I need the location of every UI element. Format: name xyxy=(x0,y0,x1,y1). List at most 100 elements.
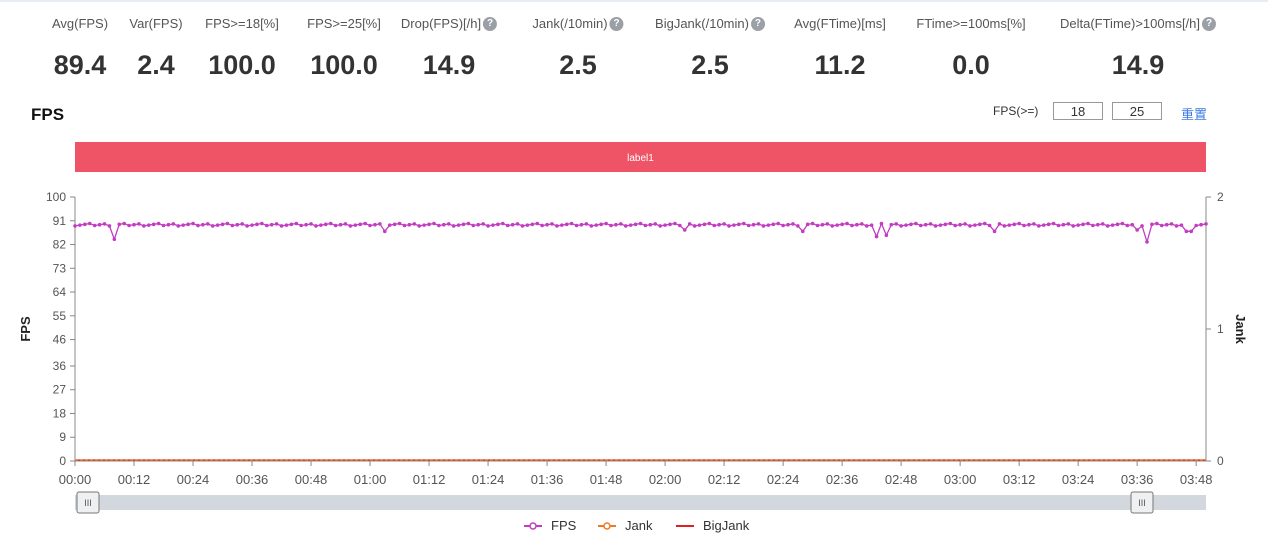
fps-point xyxy=(761,224,766,228)
metric-label-text: Var(FPS) xyxy=(129,16,183,31)
fps-point xyxy=(205,222,210,226)
fps-point xyxy=(279,224,284,228)
fps-point xyxy=(845,221,849,226)
fps-point xyxy=(328,221,333,226)
y-axis-label-right: Jank xyxy=(1233,314,1248,344)
reset-button[interactable]: 重置 xyxy=(1181,107,1208,122)
fps-point xyxy=(982,221,987,226)
fps-point xyxy=(1184,229,1189,234)
fps-point xyxy=(909,222,913,227)
fps-point xyxy=(1017,221,1021,226)
fps-point xyxy=(1145,240,1149,244)
fps-point xyxy=(107,224,112,228)
zoom-slider-handle-right-grip: III xyxy=(1138,498,1146,508)
y-axis-label-left: FPS xyxy=(18,316,33,342)
x-tick-label: 03:12 xyxy=(1003,472,1036,487)
y-tick-label-left: 36 xyxy=(53,359,67,373)
zoom-slider-handle-left[interactable] xyxy=(76,491,100,514)
metric-label: Avg(FPS) xyxy=(52,16,108,31)
fps-point xyxy=(1135,228,1139,232)
fps-point xyxy=(564,222,569,227)
fps-point xyxy=(722,222,726,226)
fps-point xyxy=(663,223,667,227)
help-icon[interactable]: ? xyxy=(750,16,765,31)
fps-point xyxy=(589,224,594,228)
fps-point xyxy=(658,224,662,228)
metric-label: Drop(FPS)[/h]? xyxy=(401,16,498,31)
fps-point xyxy=(707,221,712,226)
fps-point xyxy=(363,221,367,226)
help-icon[interactable]: ? xyxy=(609,16,624,31)
y-tick-label-right: 0 xyxy=(1217,454,1224,468)
fps-point xyxy=(953,223,958,228)
fps-point xyxy=(348,224,353,228)
fps-point xyxy=(555,224,559,228)
fps-point xyxy=(1105,224,1110,228)
fps-point xyxy=(299,223,304,228)
fps-point xyxy=(1110,223,1115,227)
fps-point xyxy=(220,222,225,227)
metric-value: 11.2 xyxy=(814,50,866,80)
fps-point xyxy=(1189,229,1194,234)
fps-point xyxy=(402,223,407,228)
fps-point xyxy=(835,223,839,227)
fps-point xyxy=(928,222,933,226)
fps-point xyxy=(1012,222,1017,227)
metric-value: 89.4 xyxy=(53,50,107,80)
fps-point xyxy=(397,221,402,226)
metric-value: 2.5 xyxy=(559,50,597,80)
fps-point xyxy=(343,222,348,226)
fps-point xyxy=(378,222,382,226)
label-band-text: label1 xyxy=(627,153,654,164)
fps-point xyxy=(918,223,923,228)
fps-point xyxy=(1056,223,1061,228)
y-tick-label-left: 73 xyxy=(53,261,67,275)
fps-point xyxy=(525,223,530,227)
fps-point xyxy=(978,222,982,227)
fps-point xyxy=(358,222,363,227)
fps-point xyxy=(737,222,741,227)
fps-point xyxy=(923,222,928,227)
fps-point xyxy=(412,222,417,226)
fps-point xyxy=(579,222,584,227)
fps-point xyxy=(466,221,471,226)
fps-threshold-low-input[interactable] xyxy=(1053,102,1103,120)
zoom-slider-handle-right[interactable] xyxy=(1130,491,1154,514)
help-icon[interactable]: ? xyxy=(483,16,498,31)
fps-point xyxy=(432,221,436,226)
fps-point xyxy=(240,222,244,226)
fps-point xyxy=(284,223,289,227)
fps-point xyxy=(609,223,613,228)
fps-point xyxy=(496,222,500,227)
fps-point xyxy=(756,222,761,226)
fps-point xyxy=(673,221,677,226)
metric-label: FPS>=25[%] xyxy=(307,16,381,31)
fps-point xyxy=(112,237,117,242)
fps-threshold-high-input[interactable] xyxy=(1112,102,1162,120)
legend-bigjank-label: BigJank xyxy=(703,518,750,533)
x-tick-label: 02:36 xyxy=(826,472,859,487)
fps-point xyxy=(968,224,972,228)
fps-point xyxy=(309,222,313,226)
fps-point xyxy=(1150,222,1154,227)
fps-point xyxy=(161,223,166,228)
metric-label-text: Jank(/10min) xyxy=(532,16,608,31)
metric-label-text: FTime>=100ms[%] xyxy=(916,16,1026,31)
fps-point xyxy=(702,222,707,227)
fps-point xyxy=(1046,222,1051,227)
fps-point xyxy=(550,222,554,226)
fps-line xyxy=(74,221,1207,245)
fps-point xyxy=(427,222,431,227)
fps-point xyxy=(486,224,490,228)
fps-point xyxy=(235,222,240,227)
help-icon[interactable]: ? xyxy=(1202,16,1217,31)
x-tick-label: 02:48 xyxy=(885,472,918,487)
fps-point xyxy=(442,222,446,227)
fps-point xyxy=(638,221,643,226)
fps-point xyxy=(1159,223,1164,228)
fps-point xyxy=(422,223,426,227)
y-tick-label-left: 46 xyxy=(53,333,67,347)
fps-point xyxy=(943,222,948,227)
fps-point xyxy=(899,224,903,228)
fps-point xyxy=(1179,223,1184,227)
